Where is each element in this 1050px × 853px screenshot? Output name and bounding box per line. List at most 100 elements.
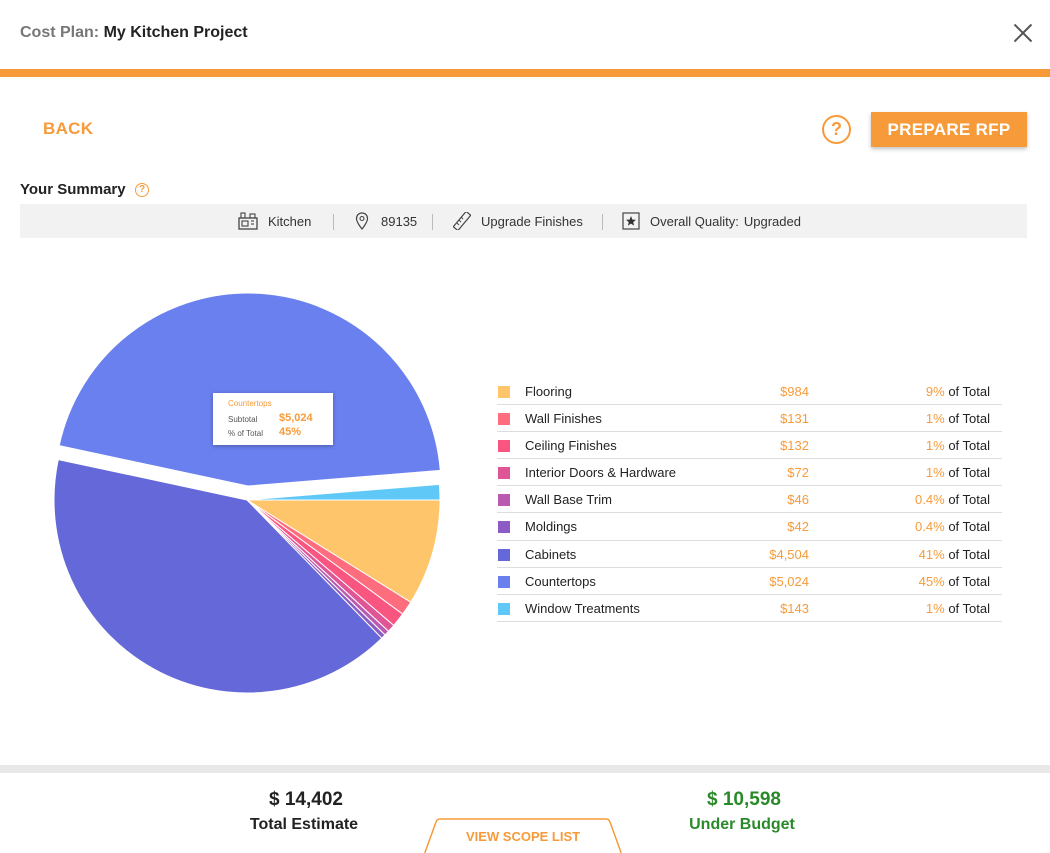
tooltip-subtotal-label: Subtotal bbox=[228, 415, 258, 424]
legend-amount: $46 bbox=[787, 492, 809, 508]
legend-category: Wall Base Trim bbox=[525, 492, 612, 508]
legend-swatch bbox=[498, 575, 510, 588]
legend-percent: 1% of Total bbox=[926, 438, 990, 453]
legend-row[interactable]: Interior Doors & Hardware $72 1% of Total bbox=[497, 459, 1002, 487]
star-badge-icon bbox=[622, 212, 640, 230]
legend-percent: 45% of Total bbox=[919, 574, 990, 589]
legend-swatch bbox=[498, 548, 510, 561]
cost-pie-chart[interactable] bbox=[40, 270, 460, 710]
close-icon[interactable] bbox=[1010, 20, 1036, 46]
summary-help-icon[interactable]: ? bbox=[135, 183, 149, 197]
legend-row[interactable]: Moldings $42 0.4% of Total bbox=[497, 513, 1002, 541]
legend-amount: $72 bbox=[787, 465, 809, 481]
cost-legend-table: Flooring $984 9% of Total Wall Finishes $131… bbox=[497, 378, 1002, 622]
legend-amount: $132 bbox=[780, 438, 809, 454]
legend-percent-value: 1% bbox=[925, 438, 945, 454]
title-prefix: Cost Plan: bbox=[20, 24, 100, 41]
legend-amount: $984 bbox=[780, 384, 809, 399]
view-scope-list-button[interactable]: VIEW SCOPE LIST bbox=[465, 829, 581, 844]
legend-category: Cabinets bbox=[525, 546, 577, 562]
room-value: Kitchen bbox=[268, 213, 312, 229]
legend-row[interactable]: Countertops $5,024 45% of Total bbox=[497, 568, 1002, 595]
legend-row[interactable]: Cabinets $4,504 41% of Total bbox=[497, 541, 1002, 568]
legend-percent: 0.4% of Total bbox=[915, 519, 990, 534]
help-circle-icon[interactable]: ? bbox=[822, 115, 851, 144]
legend-percent-suffix: of Total bbox=[948, 600, 990, 616]
scope-tab-outline bbox=[424, 818, 622, 853]
ruler-icon bbox=[453, 212, 471, 230]
footer-divider bbox=[0, 765, 1050, 773]
pie-slice-cabinets[interactable] bbox=[53, 458, 383, 694]
legend-percent-value: 45% bbox=[918, 573, 945, 589]
legend-swatch bbox=[498, 440, 510, 453]
legend-percent-suffix: of Total bbox=[948, 546, 990, 562]
legend-percent-value: 1% bbox=[925, 411, 945, 427]
legend-row[interactable]: Flooring $984 9% of Total bbox=[497, 378, 1002, 406]
legend-category: Moldings bbox=[525, 519, 578, 535]
summary-quality: Overall Quality: Upgraded bbox=[622, 204, 801, 238]
back-button[interactable]: BACK bbox=[43, 119, 94, 138]
finish-value: Upgrade Finishes bbox=[481, 213, 583, 229]
legend-percent: 1% of Total bbox=[926, 465, 990, 480]
legend-percent-suffix: of Total bbox=[948, 573, 990, 589]
legend-percent: 1% of Total bbox=[926, 411, 990, 426]
under-budget-amount: $ 10,598 bbox=[707, 789, 781, 810]
legend-swatch bbox=[498, 602, 510, 615]
pie-slice-countertops[interactable] bbox=[58, 292, 441, 487]
chart-tooltip: Countertops Subtotal $5,024 % of Total 4… bbox=[213, 393, 333, 445]
quality-label: Overall Quality: bbox=[650, 213, 739, 229]
quality-value: Upgraded bbox=[743, 213, 801, 229]
total-estimate-amount: $ 14,402 bbox=[269, 789, 343, 810]
pie-slice-flooring[interactable] bbox=[245, 499, 441, 603]
under-budget-label: Under Budget bbox=[689, 816, 795, 833]
modal-header: Cost Plan: My Kitchen Project bbox=[0, 0, 1050, 70]
location-pin-icon bbox=[355, 212, 369, 230]
legend-amount: $131 bbox=[780, 411, 809, 427]
legend-swatch bbox=[498, 494, 510, 507]
legend-category: Wall Finishes bbox=[525, 411, 602, 427]
legend-category: Window Treatments bbox=[525, 600, 640, 616]
summary-bar: Kitchen 89135 Upgrade Finishes bbox=[20, 204, 1027, 238]
summary-zip: 89135 bbox=[355, 204, 417, 238]
pie-slice-window-treatments[interactable] bbox=[246, 483, 441, 501]
summary-room: Kitchen bbox=[238, 204, 311, 238]
legend-amount: $143 bbox=[780, 600, 809, 616]
legend-percent-suffix: of Total bbox=[948, 465, 990, 481]
legend-row[interactable]: Ceiling Finishes $132 1% of Total bbox=[497, 432, 1002, 460]
legend-row[interactable]: Wall Finishes $131 1% of Total bbox=[497, 405, 1002, 433]
legend-percent-value: 9% bbox=[925, 384, 945, 399]
summary-divider bbox=[333, 214, 334, 230]
legend-percent-suffix: of Total bbox=[948, 492, 990, 508]
legend-category: Flooring bbox=[525, 384, 572, 399]
legend-amount: $42 bbox=[787, 519, 809, 535]
legend-swatch bbox=[498, 521, 510, 534]
legend-percent-value: 41% bbox=[918, 546, 945, 562]
legend-row[interactable]: Window Treatments $143 1% of Total bbox=[497, 595, 1002, 622]
legend-percent-suffix: of Total bbox=[948, 519, 990, 535]
legend-category: Interior Doors & Hardware bbox=[525, 465, 676, 481]
legend-percent-value: 1% bbox=[925, 465, 945, 481]
legend-percent-value: 1% bbox=[925, 600, 945, 616]
legend-row[interactable]: Wall Base Trim $46 0.4% of Total bbox=[497, 486, 1002, 514]
modal-title: Cost Plan: My Kitchen Project bbox=[20, 24, 248, 42]
legend-percent: 0.4% of Total bbox=[915, 492, 990, 507]
legend-percent-value: 0.4% bbox=[915, 492, 945, 508]
project-name: My Kitchen Project bbox=[103, 24, 248, 41]
legend-percent: 9% of Total bbox=[926, 384, 990, 399]
header-accent-bar bbox=[0, 69, 1050, 77]
total-estimate-label: Total Estimate bbox=[249, 816, 359, 833]
summary-finish: Upgrade Finishes bbox=[453, 204, 583, 238]
legend-swatch bbox=[498, 467, 510, 480]
legend-percent: 41% of Total bbox=[919, 547, 990, 562]
legend-percent-value: 0.4% bbox=[915, 519, 945, 535]
tooltip-pct-label: % of Total bbox=[228, 429, 263, 438]
legend-percent: 1% of Total bbox=[926, 601, 990, 616]
tooltip-subtotal-value: $5,024 bbox=[279, 412, 313, 424]
legend-amount: $5,024 bbox=[769, 573, 809, 589]
kitchen-icon bbox=[238, 212, 258, 230]
prepare-rfp-button[interactable]: PREPARE RFP bbox=[871, 112, 1027, 147]
legend-swatch bbox=[498, 386, 510, 398]
zip-value: 89135 bbox=[381, 213, 418, 229]
legend-swatch bbox=[498, 413, 510, 426]
legend-percent-suffix: of Total bbox=[948, 384, 990, 399]
